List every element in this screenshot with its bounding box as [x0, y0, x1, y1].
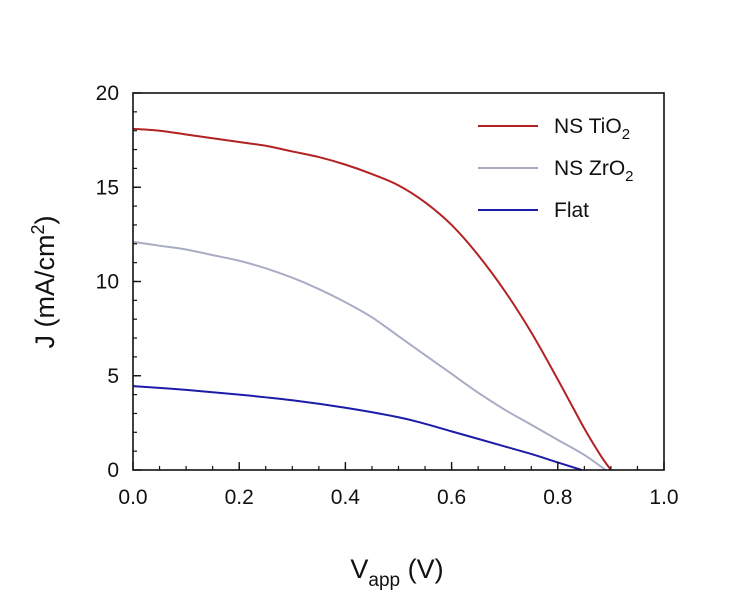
x-tick-label: 1.0: [649, 486, 678, 509]
x-tick-label: 0.0: [118, 486, 147, 509]
y-tick-label: 15: [96, 176, 119, 199]
plot-area: [132, 127, 612, 471]
x-tick-label: 0.2: [225, 486, 254, 509]
series-line-0: [132, 127, 612, 471]
series-line-2: [132, 385, 582, 471]
legend-label: NS TiO2: [554, 115, 630, 143]
legend-label: Flat: [554, 199, 589, 222]
x-tick-label: 0.6: [437, 486, 466, 509]
y-tick-label: 0: [107, 459, 119, 482]
x-axis-title: Vapp (V): [350, 554, 443, 591]
y-axis-title: J (mA/cm2): [28, 215, 60, 348]
series-line-1: [132, 240, 607, 471]
ticks: 0.0 0.2 0.4 0.6 0.8 1.0 0 5 10 15 20: [96, 82, 679, 509]
legend: NS TiO2 NS ZrO2 Flat: [478, 115, 634, 222]
y-tick-label: 20: [96, 82, 119, 105]
x-tick-label: 0.4: [331, 486, 361, 509]
plot-frame: [132, 92, 665, 471]
y-tick-label: 5: [107, 365, 119, 388]
y-tick-label: 10: [96, 271, 119, 294]
x-tick-label: 0.8: [543, 486, 572, 509]
legend-label: NS ZrO2: [554, 157, 634, 185]
axes: [132, 92, 665, 471]
